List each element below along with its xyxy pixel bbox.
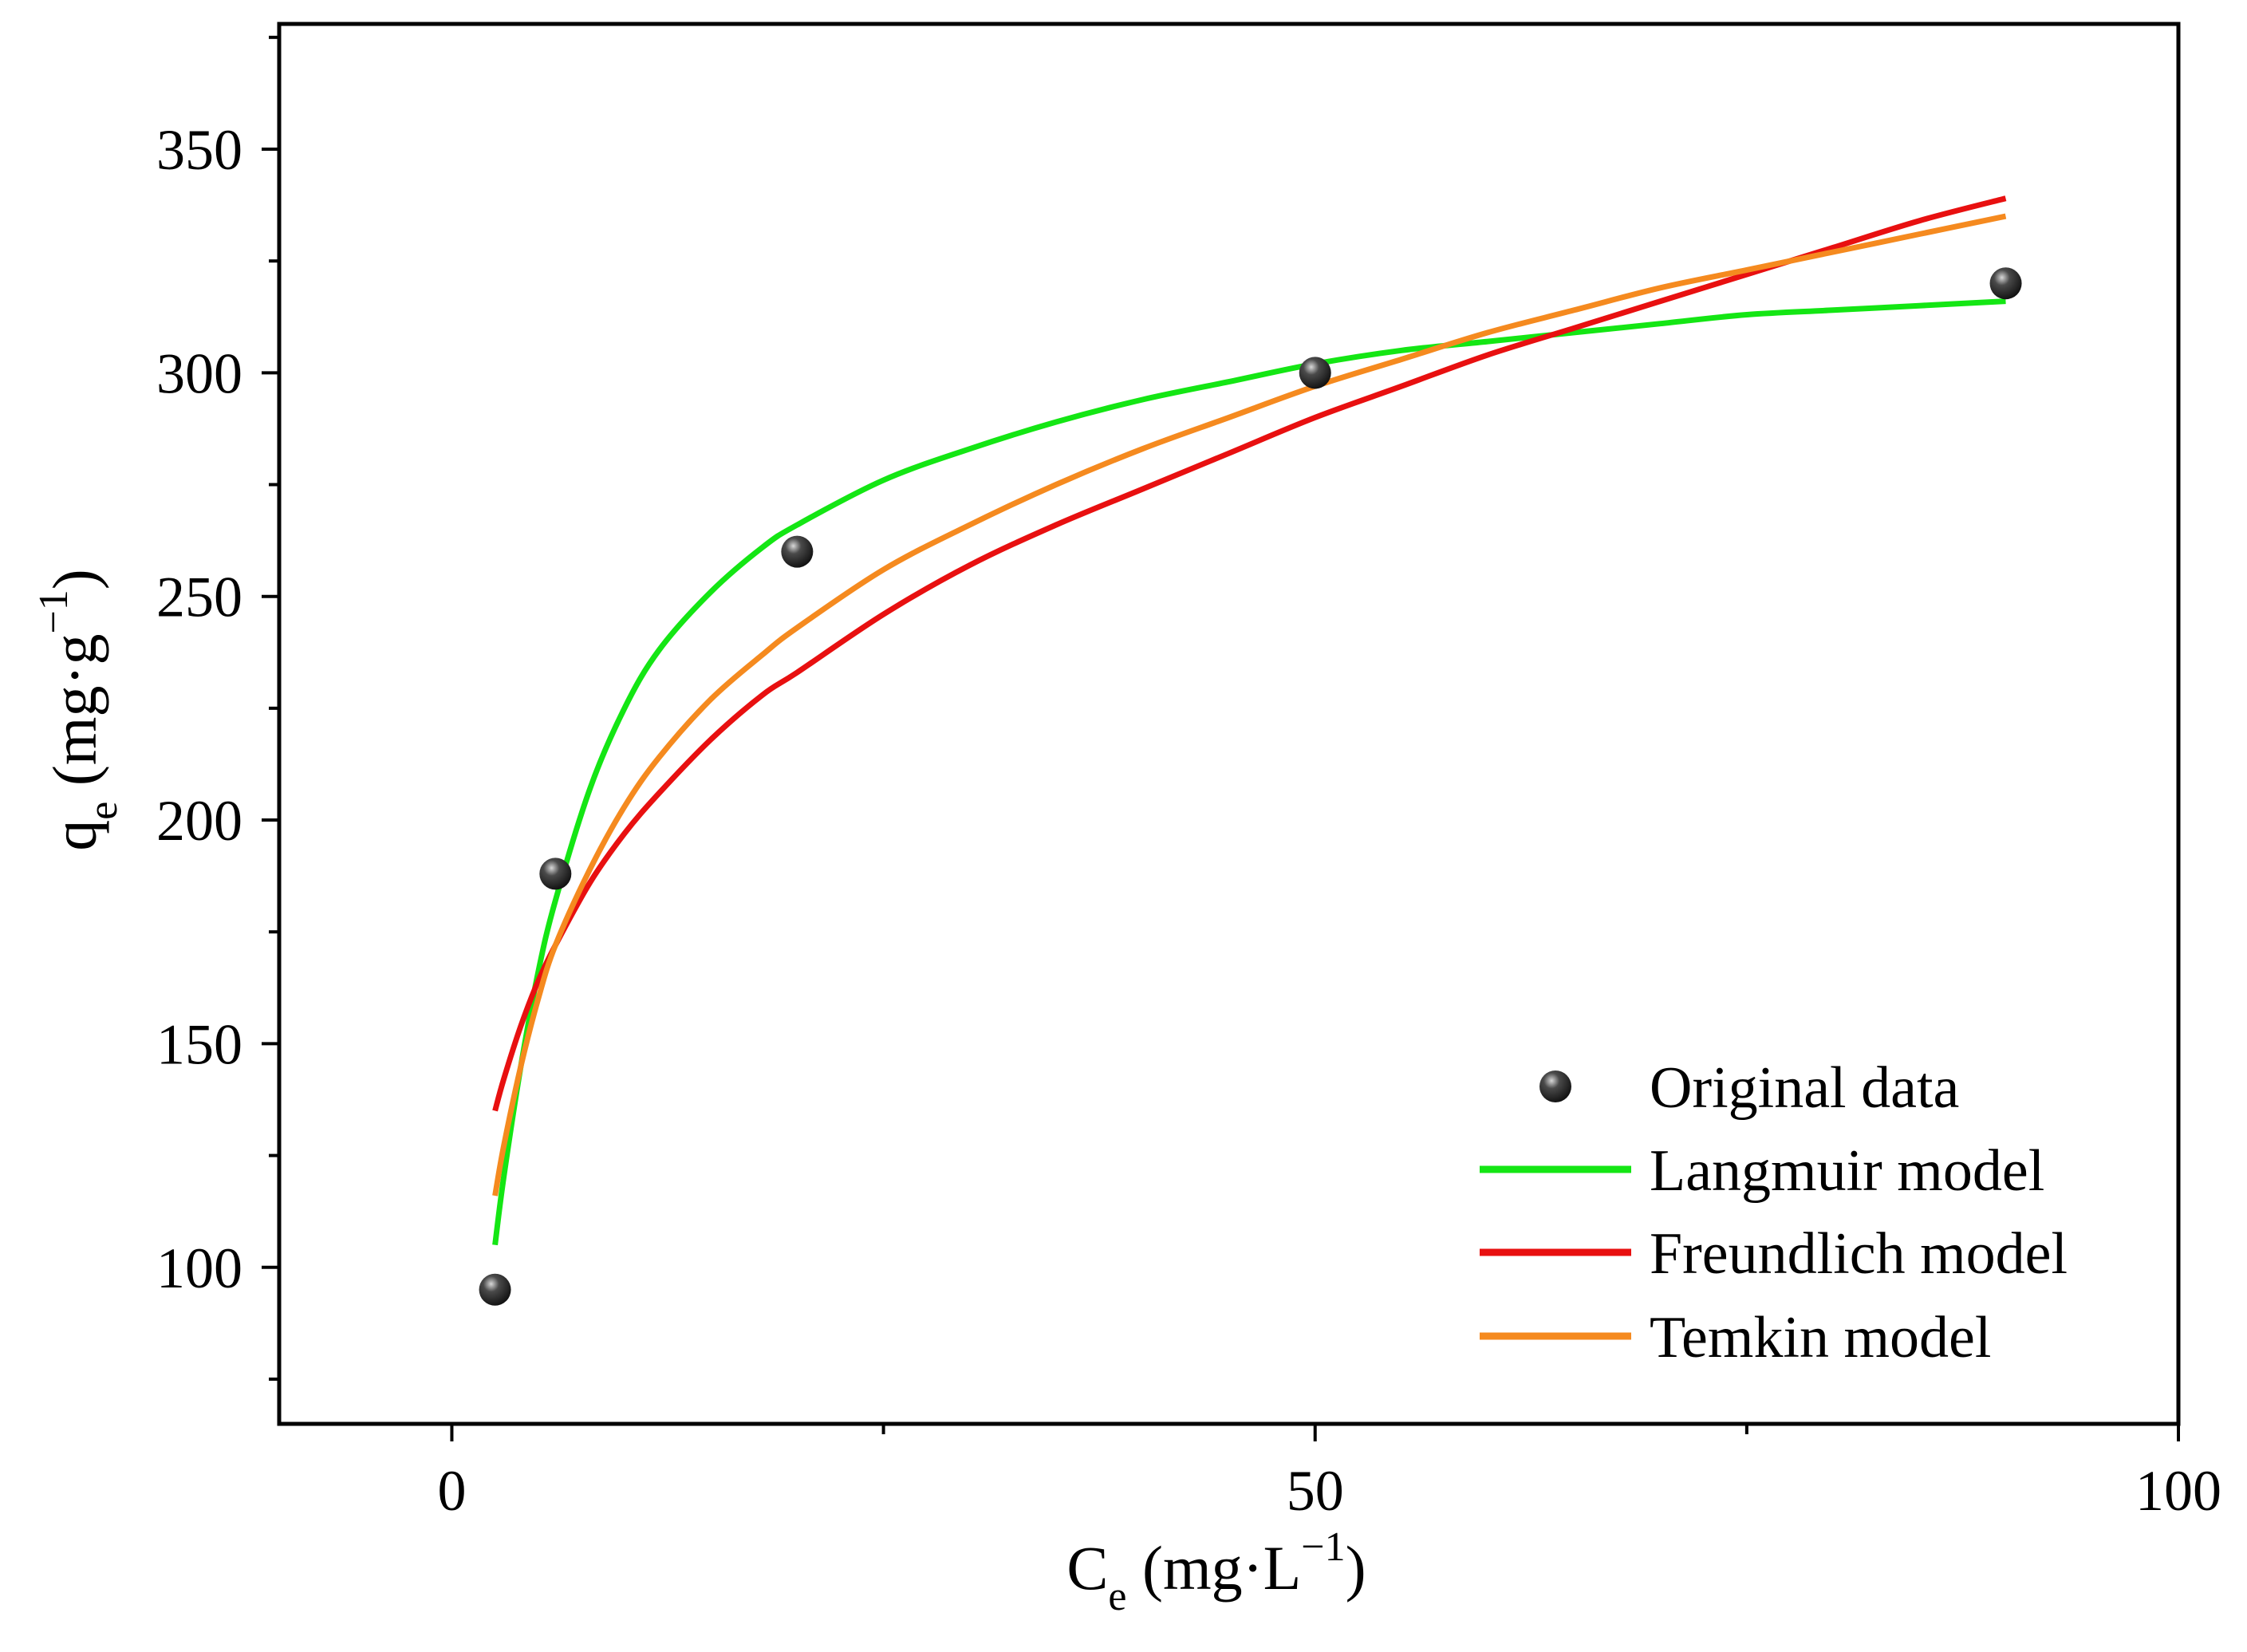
axis-tick-labels: 0 50 100 100 150 200 250 300 350	[156, 118, 2221, 1523]
plot-frame	[277, 22, 2181, 1426]
legend-item-temkin: Temkin model	[1480, 1305, 1991, 1370]
data-point	[1299, 357, 1331, 389]
legend: Original data Langmuir model Freundlich …	[1480, 1055, 2068, 1370]
y-tick-label-150: 150	[156, 1012, 242, 1076]
legend-label-langmuir: Langmuir model	[1650, 1138, 2044, 1204]
data-point	[781, 535, 814, 568]
y-tick-label-350: 350	[156, 118, 242, 182]
data-point	[539, 858, 572, 890]
data-point	[479, 1273, 511, 1306]
y-tick-label-300: 300	[156, 341, 242, 405]
model-curves	[492, 195, 2007, 1246]
plot-area-border	[277, 22, 2181, 1426]
data-point	[1989, 267, 2022, 300]
legend-label-original-data: Original data	[1650, 1055, 1959, 1121]
y-tick-label-250: 250	[156, 566, 242, 629]
legend-marker-original-data	[1539, 1070, 1571, 1102]
y-axis-title: qe (mg·g−1)	[31, 569, 126, 851]
x-tick-label-100: 100	[2135, 1459, 2221, 1523]
y-tick-label-100: 100	[156, 1236, 242, 1300]
legend-label-temkin: Temkin model	[1650, 1305, 1991, 1370]
langmuir-curve	[492, 298, 2006, 1246]
x-tick-label-50: 50	[1287, 1459, 1344, 1523]
original-data-points	[479, 267, 2022, 1306]
x-tick-label-0: 0	[437, 1459, 466, 1523]
y-tick-label-200: 200	[156, 789, 242, 853]
legend-item-langmuir: Langmuir model	[1480, 1138, 2044, 1204]
legend-item-freundlich: Freundlich model	[1480, 1221, 2068, 1287]
x-axis-title: Ce (mg·L−1)	[1066, 1524, 1366, 1619]
legend-item-original-data: Original data	[1539, 1055, 1959, 1121]
temkin-curve	[492, 213, 2007, 1197]
axis-ticks	[262, 35, 2180, 1441]
legend-label-freundlich: Freundlich model	[1650, 1221, 2068, 1287]
freundlich-curve	[492, 195, 2007, 1112]
